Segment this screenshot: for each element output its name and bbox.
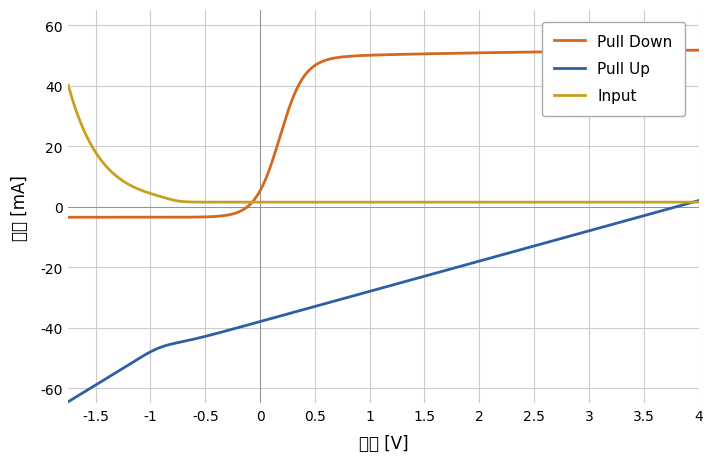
Pull Down (694, 48, 703, 54)
Legend: Pull Down, Pull Up, Input: Pull Down, Pull Up, Input (542, 23, 685, 116)
Pull Down (607, 49, 615, 55)
Line: Input: Input (69, 86, 698, 203)
Input (448, 200, 456, 206)
Input (431, 200, 439, 206)
Pull Up (542, 240, 550, 246)
Input (103, 165, 111, 170)
Line: Pull Down: Pull Down (69, 51, 698, 218)
Input (608, 200, 616, 206)
Pull Down (64, 215, 73, 220)
Pull Up (694, 199, 703, 204)
Input (694, 200, 703, 206)
Input (64, 83, 73, 89)
Pull Up (466, 262, 474, 267)
Pull Down (542, 50, 550, 56)
X-axis label: 電圧 [V]: 電圧 [V] (358, 434, 408, 452)
Input (466, 200, 475, 206)
Pull Down (446, 51, 455, 57)
Pull Up (430, 271, 438, 277)
Input (543, 200, 551, 206)
Line: Pull Up: Pull Up (69, 201, 698, 402)
Pull Up (446, 267, 455, 272)
Y-axis label: 電流 [mA]: 電流 [mA] (11, 175, 29, 240)
Pull Up (103, 375, 111, 381)
Pull Down (103, 215, 111, 220)
Pull Down (430, 52, 438, 57)
Pull Up (607, 223, 615, 228)
Pull Down (466, 51, 474, 56)
Input (375, 200, 383, 206)
Pull Up (64, 399, 73, 405)
